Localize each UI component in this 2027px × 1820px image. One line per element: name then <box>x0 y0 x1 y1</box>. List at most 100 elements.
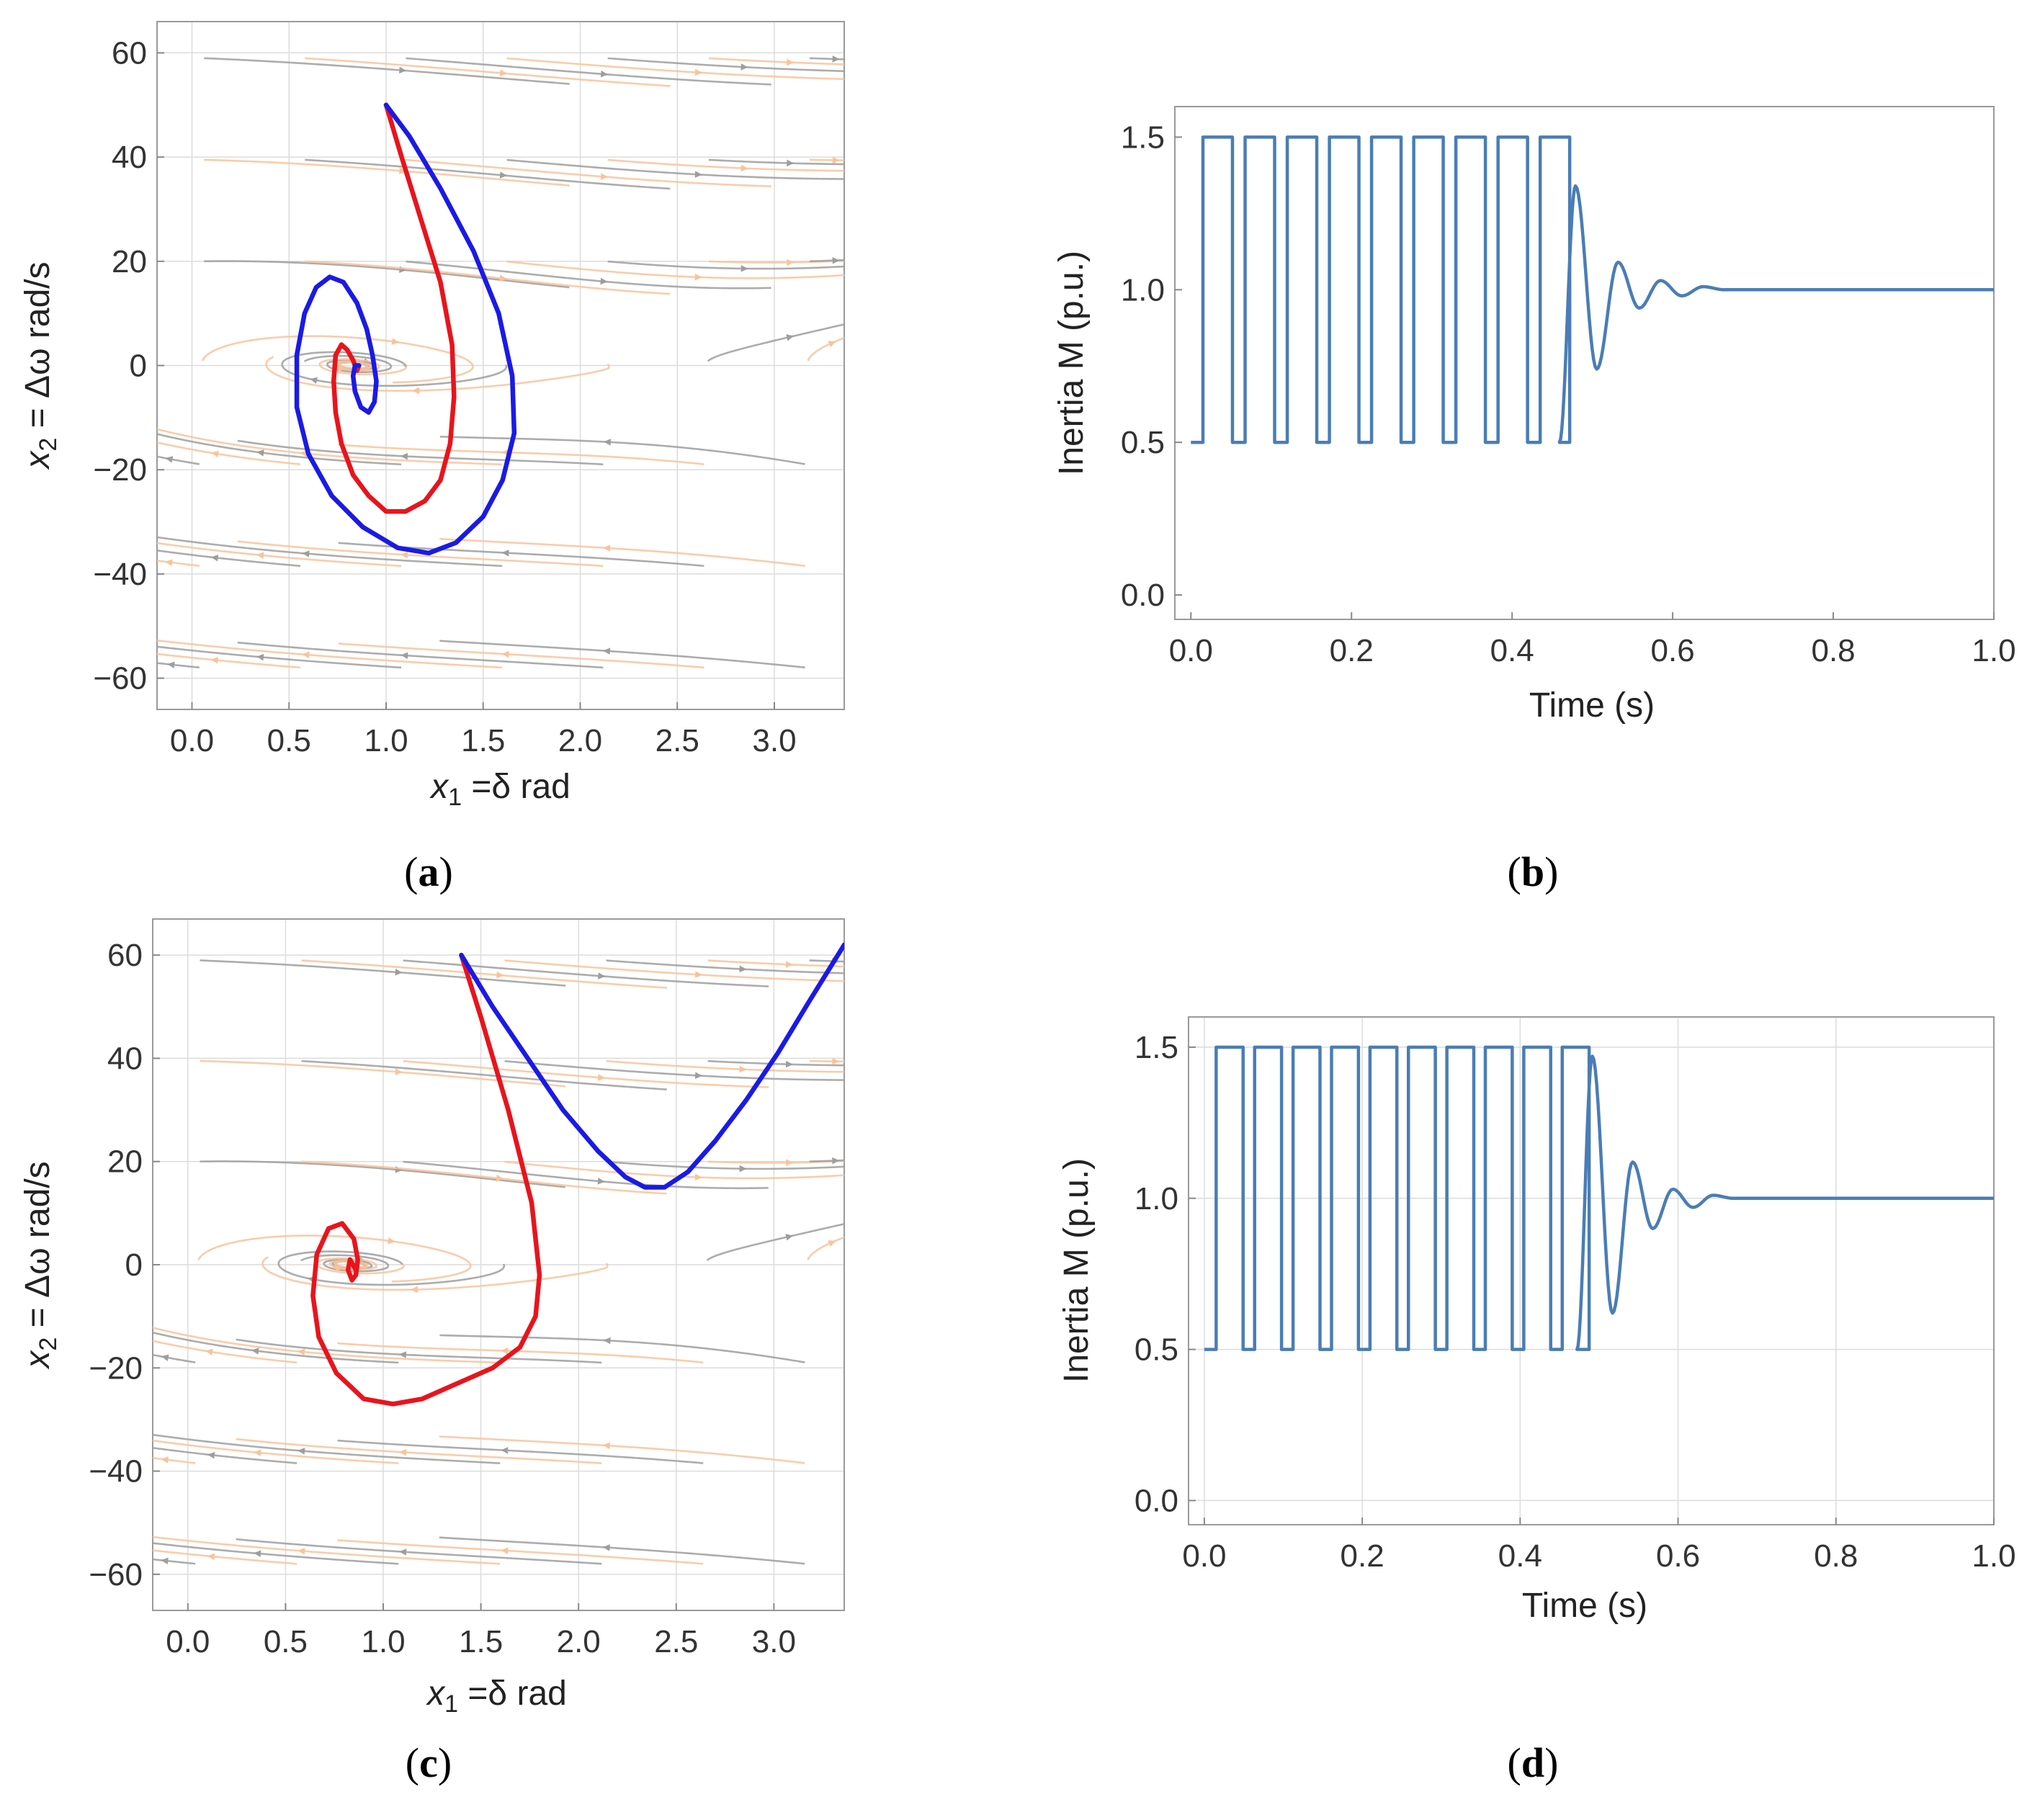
streamline <box>157 536 503 568</box>
streamline <box>204 158 570 187</box>
x-axis-label: Time (s) <box>1529 686 1655 725</box>
streamline <box>504 959 844 982</box>
streamline-arrow <box>256 449 264 457</box>
streamline <box>707 323 844 362</box>
red-trajectory <box>331 102 457 514</box>
x-tick-label: 1.0 <box>1972 633 2015 668</box>
streamline <box>153 1331 399 1364</box>
streamline-arrow <box>333 1265 341 1273</box>
streamline <box>237 439 604 466</box>
streamline-arrow <box>694 971 703 978</box>
streamline-arrow <box>395 968 403 976</box>
streamline <box>807 1236 844 1260</box>
panel-label-d: (d) <box>1508 1739 1559 1786</box>
streamline <box>236 1438 602 1464</box>
streamline-arrow <box>401 551 408 559</box>
streamline <box>157 653 301 669</box>
streamline <box>403 1160 769 1190</box>
streamline-arrow <box>832 1057 840 1065</box>
streamline <box>338 444 704 465</box>
blue-trajectory <box>294 102 517 556</box>
streamline-arrow <box>501 550 509 557</box>
streamline <box>706 1223 844 1261</box>
y-axis-label: x2 = Δω rad/s <box>19 1161 62 1369</box>
streamline <box>439 1334 805 1363</box>
streamline-arrow <box>398 1351 407 1358</box>
streamline-arrow <box>785 1234 794 1241</box>
x-tick-label: 0.2 <box>1341 1538 1384 1574</box>
streamline <box>607 158 844 172</box>
streamline-arrow <box>302 550 310 557</box>
x-axis-label: x1 =δ rad <box>426 1675 567 1718</box>
x-tick-label: 0.8 <box>1814 1538 1858 1574</box>
streamline-arrow <box>499 69 508 77</box>
streamline <box>237 641 604 669</box>
streamline <box>606 959 844 974</box>
red-trajectory <box>310 952 542 1407</box>
streamline-arrow <box>499 274 507 282</box>
y-tick-label: −40 <box>89 1454 143 1489</box>
panel-d: 0.0 0.2 0.4 0.6 0.8 1.0 0.0 0.5 1.0 1.5 Time (s) In… <box>1057 1016 2016 1625</box>
streamline <box>506 158 844 180</box>
x-tick-label: 0.4 <box>1490 633 1534 668</box>
streamline-arrow <box>600 277 608 285</box>
streamline-arrow <box>786 1159 794 1167</box>
streamline-arrow <box>395 1068 403 1075</box>
streamline-arrow <box>787 58 795 66</box>
streamline-arrow <box>388 1237 395 1245</box>
y-tick-label: 1.0 <box>1121 272 1165 308</box>
streamline-arrow <box>254 1550 261 1558</box>
streamline <box>439 1435 805 1464</box>
y-tick-label: −40 <box>93 557 147 592</box>
y-tick-label: 1.5 <box>1135 1030 1178 1065</box>
panel-label-a: (a) <box>404 848 453 895</box>
streamline-arrow <box>165 456 174 463</box>
streamline <box>236 1538 602 1565</box>
streamline-arrow <box>832 1157 840 1165</box>
streamline <box>305 260 671 295</box>
y-axis-label: Inertia M (p.u.) <box>1052 251 1091 475</box>
x-tick-label: 1.5 <box>459 1624 503 1659</box>
streamline <box>337 1342 704 1364</box>
streamline-arrow <box>501 650 509 658</box>
streamline <box>506 57 844 81</box>
x-tick-label: 1.0 <box>364 723 408 758</box>
streamline <box>439 537 805 567</box>
panel-label-b: (b) <box>1508 848 1559 895</box>
streamline-arrow <box>302 651 310 659</box>
streamline-arrow <box>785 1060 793 1068</box>
streamline <box>506 260 844 279</box>
streamline-arrow <box>787 259 795 266</box>
y-tick-label: 0 <box>125 1247 143 1283</box>
streamline-arrow <box>398 66 407 74</box>
streamline <box>277 1250 506 1286</box>
streamline <box>157 550 301 568</box>
x-tick-label: 2.5 <box>654 1624 698 1659</box>
streamline-arrow <box>598 972 606 980</box>
streamline <box>338 642 704 669</box>
y-tick-label: −20 <box>89 1350 143 1386</box>
streamline <box>439 435 805 465</box>
y-tick-label: 1.5 <box>1121 120 1165 155</box>
streamline-arrow <box>335 366 344 373</box>
streamline-arrow <box>251 1348 259 1355</box>
x-tick-label: 2.0 <box>558 723 602 758</box>
streamline-arrow <box>310 377 318 384</box>
streamline-arrow <box>410 1286 418 1294</box>
y-tick-label: 0.0 <box>1135 1483 1178 1518</box>
streamline <box>157 645 402 669</box>
inertia-series <box>1204 1045 1994 1351</box>
x-tick-label: 0.4 <box>1498 1538 1542 1574</box>
streamline-arrow <box>501 1347 509 1355</box>
streamline-arrow <box>501 1547 509 1554</box>
x-tick-label: 0.8 <box>1811 633 1855 668</box>
streamline-arrow <box>165 559 173 566</box>
x-tick-label: 0.6 <box>1651 633 1695 668</box>
streamlines <box>157 55 844 669</box>
y-tick-label: −60 <box>93 661 147 696</box>
x-tick-label: 2.0 <box>557 1624 601 1659</box>
x-tick-label: 1.5 <box>461 723 505 758</box>
streamline-arrow <box>254 1449 261 1456</box>
y-tick-label: 40 <box>107 1041 143 1076</box>
inertia-series <box>1191 135 1994 444</box>
